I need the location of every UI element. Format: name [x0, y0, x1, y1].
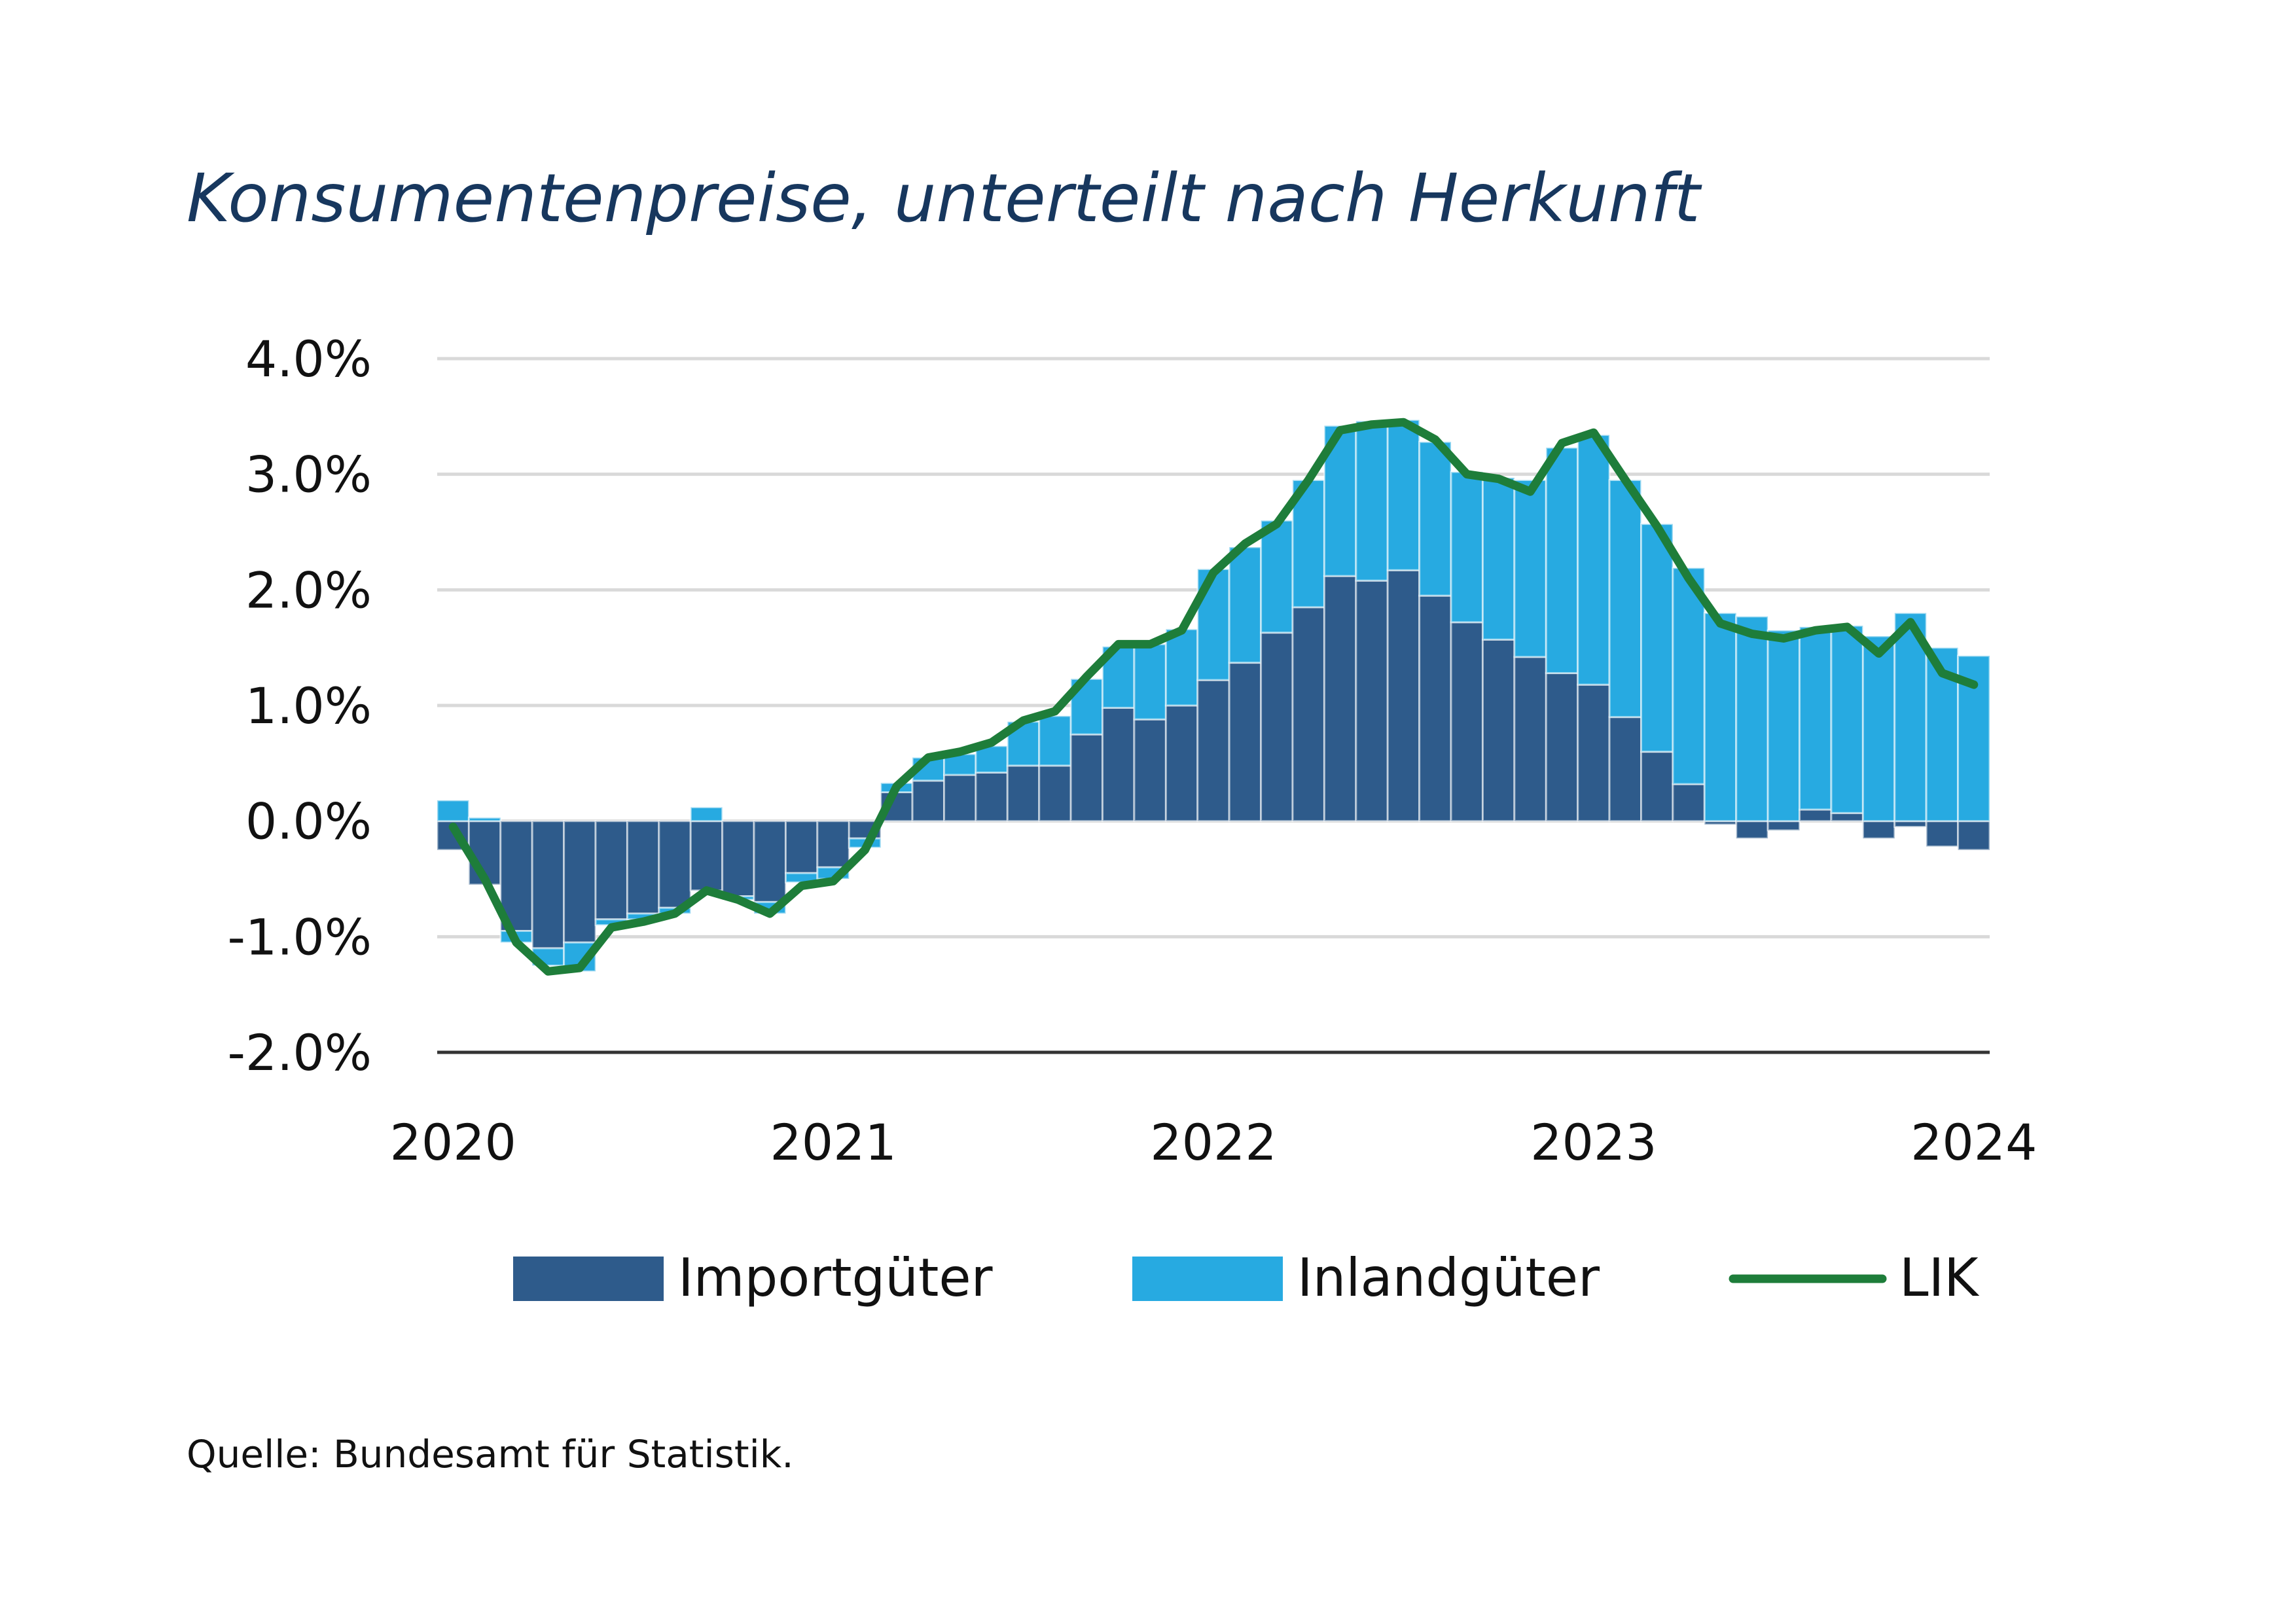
inland-bar	[1703, 612, 1738, 823]
import-bar	[816, 820, 850, 868]
chart-title: Konsumentenpreise, unterteilt nach Herku…	[187, 160, 1703, 238]
x-tick-label: 2024	[1910, 1113, 2037, 1171]
y-tick-label: 2.0%	[245, 561, 372, 619]
inland-bar	[1481, 476, 1516, 641]
import-bar	[1133, 718, 1167, 823]
import-bar	[753, 820, 787, 903]
y-tick-label: 3.0%	[245, 446, 372, 504]
inland-bar	[689, 806, 724, 823]
import-bar	[943, 774, 977, 823]
import-bar	[784, 820, 819, 874]
inland-bar	[1513, 479, 1547, 658]
x-tick-label: 2020	[389, 1113, 516, 1171]
y-tick-label: 4.0%	[245, 330, 372, 388]
inland-bar	[1767, 629, 1801, 823]
import-bar	[1577, 683, 1611, 823]
import-bar	[975, 771, 1009, 823]
inland-bar	[1260, 519, 1294, 634]
x-tick-label: 2021	[770, 1113, 896, 1171]
inland-bar	[1355, 419, 1389, 582]
inland-bar	[1418, 440, 1452, 597]
inland-bar	[1735, 615, 1769, 823]
inland-bar	[1672, 567, 1706, 785]
inland-bar	[1133, 643, 1167, 721]
import-bar	[1323, 575, 1357, 823]
import-bar	[1799, 808, 1833, 823]
legend-swatch-inlandgueter	[1132, 1257, 1283, 1301]
import-bar	[1640, 751, 1674, 823]
y-tick-label: 1.0%	[245, 677, 372, 735]
import-bar	[1069, 733, 1104, 823]
import-bar	[1545, 672, 1579, 823]
x-tick-label: 2022	[1150, 1113, 1276, 1171]
import-bar	[531, 820, 565, 950]
inland-bar	[1228, 546, 1263, 664]
legend: Importgüter Inlandgüter LIK	[513, 1247, 1980, 1308]
import-bar	[1418, 594, 1452, 823]
inland-bar	[1608, 479, 1643, 719]
import-bar	[1672, 783, 1706, 823]
inland-bar	[1450, 471, 1484, 624]
inland-bar	[1861, 635, 1896, 823]
legend-label-lik: LIK	[1899, 1247, 1980, 1308]
import-bar	[1355, 579, 1389, 823]
import-bar	[1164, 704, 1199, 823]
import-bar	[594, 820, 628, 921]
import-bar	[689, 820, 724, 892]
x-tick-label: 2023	[1530, 1113, 1657, 1171]
import-bar	[563, 820, 597, 944]
import-bar	[1513, 656, 1547, 823]
inland-bar	[1640, 523, 1674, 753]
import-bar	[1957, 820, 1991, 851]
import-bar	[1861, 820, 1896, 840]
import-bar	[1038, 764, 1072, 823]
import-bar	[1386, 569, 1421, 823]
import-bar	[1228, 662, 1263, 823]
import-bar	[658, 820, 692, 909]
inland-bar	[1830, 624, 1864, 814]
lik-line-layer	[448, 418, 1979, 976]
inland-bar	[1038, 715, 1072, 767]
inland-bar	[1799, 626, 1833, 811]
inland-bar	[1164, 628, 1199, 707]
bars	[436, 419, 1991, 972]
import-bar	[1291, 606, 1325, 823]
import-bar	[721, 820, 755, 897]
import-bar	[1608, 716, 1643, 823]
lik-line	[448, 418, 1979, 976]
import-bar	[1830, 812, 1864, 823]
import-bar	[1196, 679, 1230, 823]
import-bar	[911, 779, 946, 823]
legend-label-importgueter: Importgüter	[678, 1247, 993, 1308]
import-bar	[1767, 820, 1801, 832]
source-note: Quelle: Bundesamt für Statistik.	[187, 1432, 794, 1476]
y-tick-label: -2.0%	[227, 1024, 372, 1082]
import-bar	[1925, 820, 1960, 848]
import-bar	[1006, 764, 1041, 823]
inland-bar	[1386, 419, 1421, 571]
import-bar	[1481, 638, 1516, 823]
y-tick-label: -1.0%	[227, 908, 372, 966]
inland-bar	[467, 816, 502, 823]
import-bar	[1260, 632, 1294, 823]
import-bar	[1102, 707, 1136, 823]
axes: 4.0% 3.0% 2.0% 1.0% 0.0% -1.0% -2.0% 2020 2021 20…	[227, 330, 2037, 1171]
inland-bar	[436, 799, 470, 823]
import-bar	[1450, 621, 1484, 823]
import-bar	[1735, 820, 1769, 840]
inland-bar	[1545, 446, 1579, 675]
import-bar	[626, 820, 660, 915]
legend-swatch-importgueter	[513, 1257, 664, 1301]
legend-label-inlandgueter: Inlandgüter	[1297, 1247, 1600, 1308]
inland-bar	[1577, 434, 1611, 686]
y-tick-label: 0.0%	[245, 793, 372, 851]
